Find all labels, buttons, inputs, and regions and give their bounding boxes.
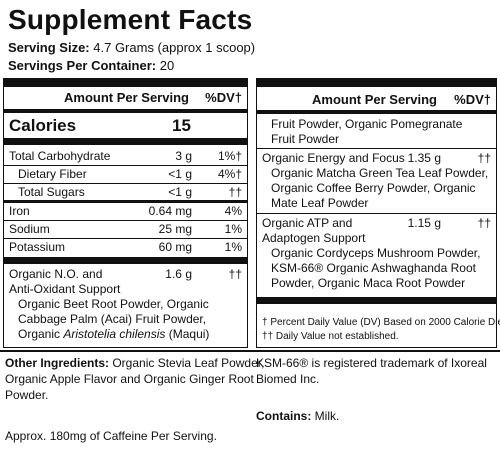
- nutrient-amount: 3 g: [175, 149, 192, 163]
- bottom-rule: [0, 350, 500, 352]
- medium-rule: [4, 200, 247, 203]
- servings-per-container-label: Servings Per Container:: [8, 58, 157, 73]
- blend-name: Organic ATP and: [262, 216, 353, 230]
- blend-ingredient-text: (Maqui): [165, 327, 210, 341]
- contains-note: Contains: Milk.: [256, 408, 339, 424]
- left-header-dv: %DV†: [205, 90, 242, 105]
- blend-ingredients: Mate Leaf Powder: [271, 196, 369, 210]
- nutrient-dv: 1%: [224, 240, 242, 254]
- nutrient-dv: ††: [228, 185, 242, 199]
- medium-rule: [257, 110, 496, 114]
- other-ingredients-text: Organic Stevia Leaf Powder,: [109, 356, 265, 370]
- row-divider: [257, 148, 496, 149]
- medium-rule: [4, 109, 247, 113]
- row-divider: [4, 183, 247, 184]
- serving-size-value: 4.7 Grams (approx 1 scoop): [93, 40, 256, 55]
- thick-rule: [4, 79, 247, 87]
- calories-value: 15: [172, 116, 191, 135]
- nutrient-label: Total Sugars: [18, 185, 85, 199]
- left-header-amount: Amount Per Serving: [64, 90, 189, 105]
- thick-rule: [257, 79, 496, 87]
- nutrient-label: Total Carbohydrate: [9, 149, 111, 163]
- blend-ingredients: KSM-66® Organic Ashwaghanda Root: [271, 261, 476, 275]
- left-facts-panel: Amount Per Serving %DV† Calories 15 Tota…: [3, 78, 248, 348]
- nutrient-amount: 60 mg: [158, 240, 192, 254]
- blend-name: Organic N.O. and: [9, 267, 103, 281]
- nutrient-label: Sodium: [9, 222, 50, 236]
- row-divider: [4, 220, 247, 221]
- blend-amount: 1.35 g: [407, 151, 441, 165]
- nutrient-label: Iron: [9, 204, 30, 218]
- blend-name-line2: Anti-Oxidant Support: [9, 282, 121, 296]
- blend-ingredient-text: Organic: [18, 327, 64, 341]
- nutrient-dv: 4%†: [217, 167, 242, 181]
- blend-amount: 1.15 g: [407, 216, 441, 230]
- footnote-not-established: †† Daily Value not established.: [262, 331, 399, 342]
- blend-ingredients: Cabbage Palm (Acai) Fruit Powder,: [18, 312, 207, 326]
- blend-dv: ††: [477, 216, 491, 230]
- serving-size: Serving Size: 4.7 Grams (approx 1 scoop): [8, 40, 255, 56]
- trademark-text: Biomed Inc.: [256, 372, 320, 386]
- blend-ingredients: Powder, Organic Maca Root Powder: [271, 276, 466, 290]
- right-facts-panel: Amount Per Serving %DV† Fruit Powder, Or…: [256, 78, 500, 348]
- nutrient-amount: <1 g: [168, 185, 192, 199]
- page-title: Supplement Facts: [8, 4, 253, 35]
- blend-ingredients: Organic Matcha Green Tea Leaf Powder,: [271, 166, 489, 180]
- caffeine-note: Approx. 180mg of Caffeine Per Serving.: [5, 429, 217, 443]
- thick-rule: [4, 138, 247, 145]
- blend-ingredients: Organic Aristotelia chilensis (Maqui): [18, 327, 209, 342]
- servings-per-container-value: 20: [159, 58, 175, 73]
- thick-rule: [4, 257, 247, 264]
- contains-label: Contains:: [256, 409, 312, 423]
- blend-dv: ††: [228, 267, 242, 281]
- nutrient-dv: 1%: [224, 222, 242, 236]
- row-divider: [4, 238, 247, 239]
- calories-label: Calories: [9, 116, 77, 135]
- blend-name: Organic Energy and Focus: [262, 151, 405, 165]
- blend-continued: Fruit Powder: [271, 132, 340, 146]
- footnote-dv: † Percent Daily Value (DV) Based on 2000…: [262, 317, 500, 328]
- blend-ingredient-latin: Aristotelia chilensis: [63, 327, 166, 341]
- thick-rule: [257, 297, 496, 304]
- nutrient-label: Potassium: [9, 240, 66, 254]
- blend-ingredients: Organic Beet Root Powder, Organic: [18, 297, 209, 311]
- nutrient-amount: <1 g: [168, 167, 192, 181]
- nutrient-label: Dietary Fiber: [18, 167, 87, 181]
- right-header-dv: %DV†: [454, 92, 491, 107]
- other-ingredients-text: Powder.: [5, 388, 49, 402]
- other-ingredients: Other Ingredients: Organic Stevia Leaf P…: [5, 355, 264, 403]
- other-ingredients-label: Other Ingredients:: [5, 356, 110, 370]
- serving-size-label: Serving Size:: [8, 40, 90, 55]
- trademark-text: KSM-66® is registered trademark of Ixore…: [256, 356, 487, 370]
- nutrient-amount: 25 mg: [158, 222, 192, 236]
- contains-value: Milk.: [311, 409, 340, 423]
- row-divider: [257, 213, 496, 214]
- servings-per-container: Servings Per Container: 20: [8, 58, 174, 74]
- blend-dv: ††: [477, 151, 491, 165]
- right-header-amount: Amount Per Serving: [312, 92, 437, 107]
- row-divider: [4, 165, 247, 166]
- other-ingredients-text: Organic Apple Flavor and Organic Ginger …: [5, 372, 254, 386]
- blend-ingredients: Organic Cordyceps Mushroom Powder,: [271, 246, 481, 260]
- nutrient-dv: 1%†: [217, 149, 242, 163]
- blend-ingredients: Organic Coffee Berry Powder, Organic: [271, 181, 476, 195]
- blend-name-line2: Adaptogen Support: [262, 231, 366, 245]
- blend-amount: 1.6 g: [165, 267, 192, 281]
- nutrient-amount: 0.64 mg: [148, 204, 192, 218]
- trademark-note: KSM-66® is registered trademark of Ixore…: [256, 355, 496, 387]
- blend-continued: Fruit Powder, Organic Pomegranate: [271, 117, 463, 131]
- nutrient-dv: 4%: [224, 204, 242, 218]
